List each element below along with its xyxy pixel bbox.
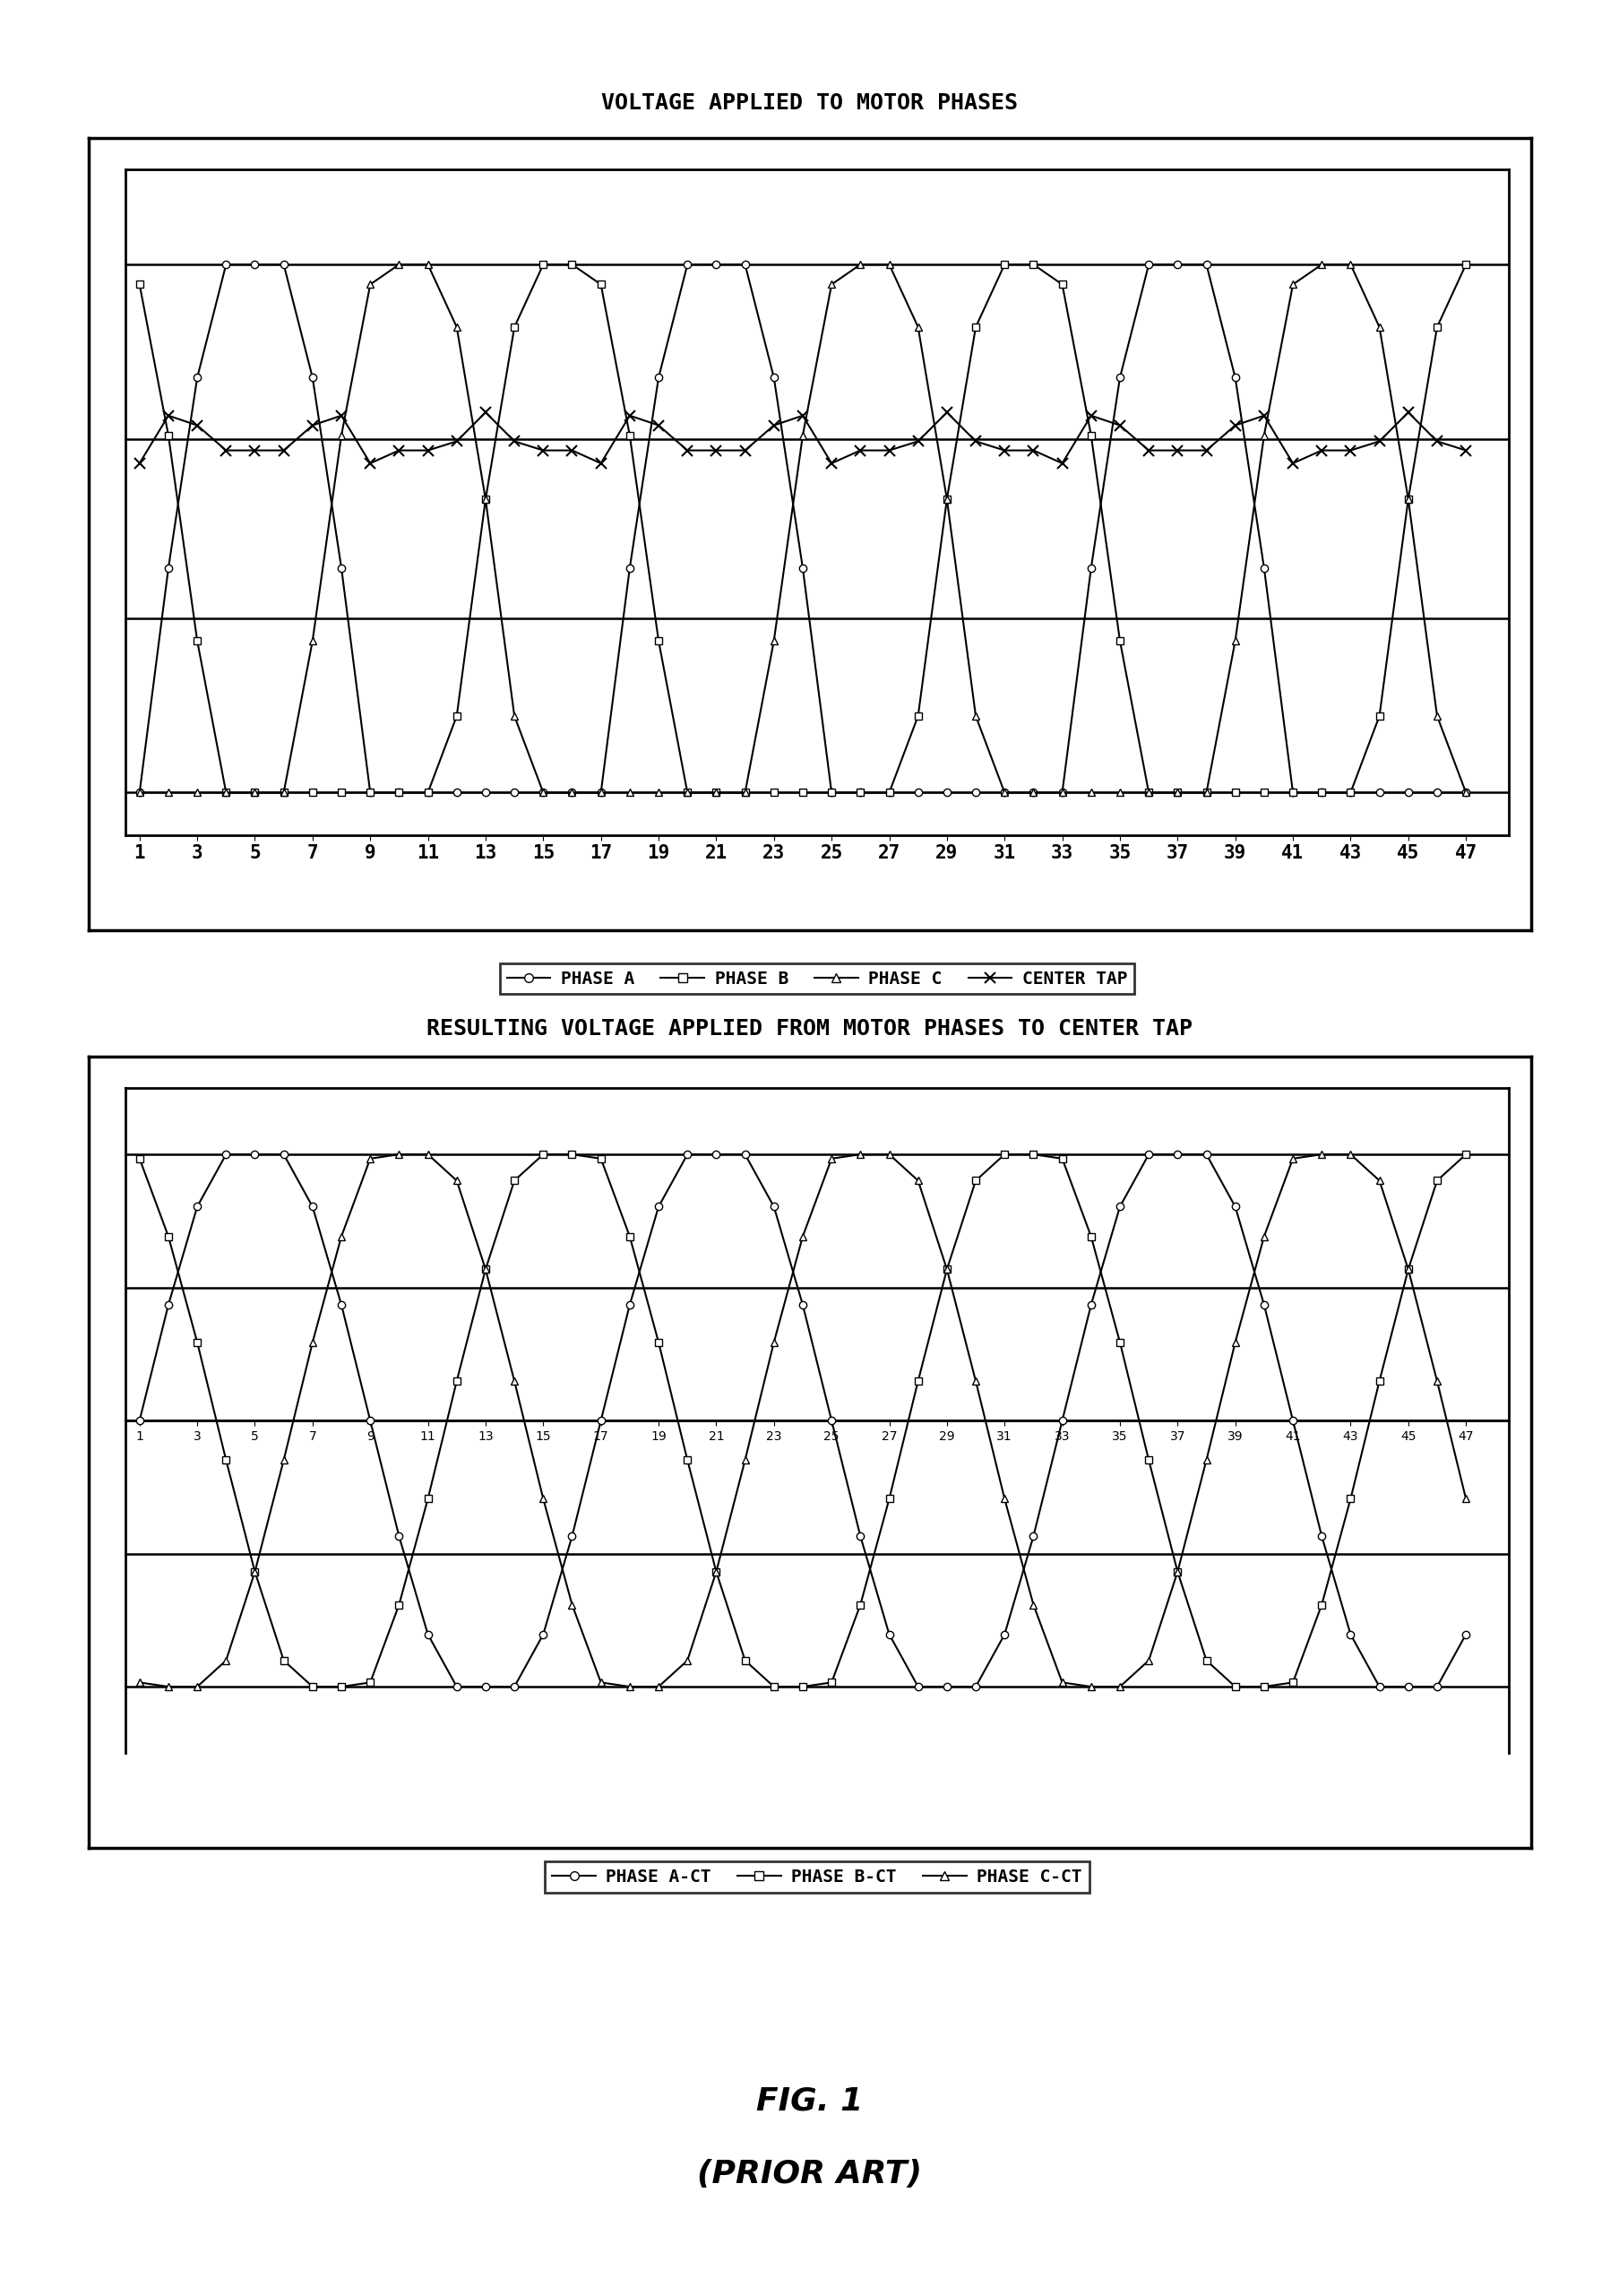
Legend: PHASE A-CT, PHASE B-CT, PHASE C-CT: PHASE A-CT, PHASE B-CT, PHASE C-CT xyxy=(546,1862,1088,1892)
Legend: PHASE A, PHASE B, PHASE C, CENTER TAP: PHASE A, PHASE B, PHASE C, CENTER TAP xyxy=(500,964,1133,994)
Text: FIG. 1: FIG. 1 xyxy=(756,2085,863,2117)
Text: VOLTAGE APPLIED TO MOTOR PHASES: VOLTAGE APPLIED TO MOTOR PHASES xyxy=(601,92,1018,115)
Text: RESULTING VOLTAGE APPLIED FROM MOTOR PHASES TO CENTER TAP: RESULTING VOLTAGE APPLIED FROM MOTOR PHA… xyxy=(427,1017,1192,1040)
Text: (PRIOR ART): (PRIOR ART) xyxy=(698,2158,921,2190)
